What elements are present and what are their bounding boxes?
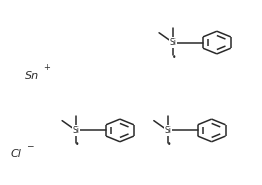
Text: Si: Si	[170, 38, 176, 47]
Text: +: +	[43, 63, 50, 72]
Text: •: •	[75, 140, 80, 149]
Text: •: •	[172, 53, 177, 62]
Text: •: •	[167, 140, 171, 149]
Text: Si: Si	[73, 126, 79, 135]
Text: Si: Si	[164, 126, 171, 135]
Text: Cl: Cl	[10, 149, 21, 159]
Text: Sn: Sn	[25, 71, 39, 81]
Text: −: −	[26, 142, 34, 151]
